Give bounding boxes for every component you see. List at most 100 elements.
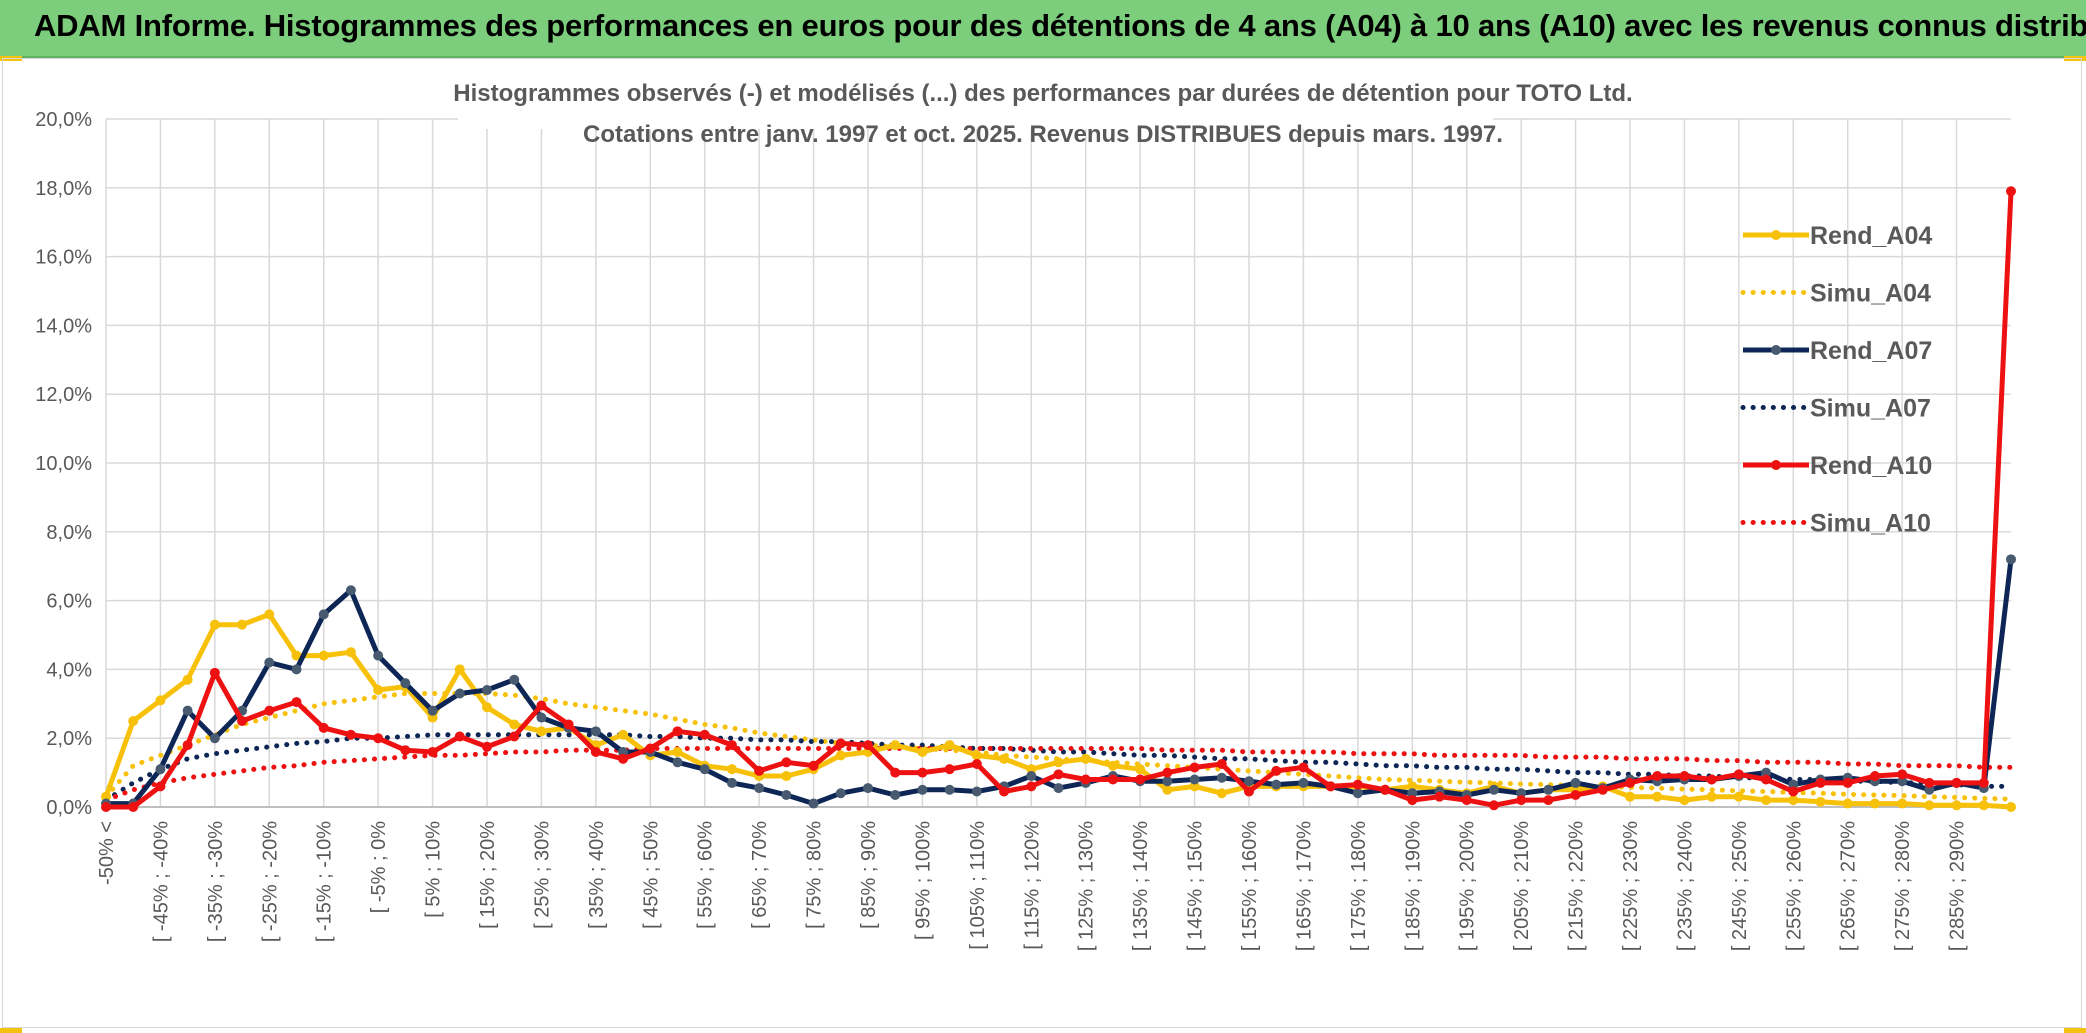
data-point-rend-a10 bbox=[1053, 769, 1064, 780]
data-point-rend-a04 bbox=[427, 712, 438, 723]
data-point-rend-a10 bbox=[128, 802, 139, 812]
data-point-rend-a04 bbox=[999, 753, 1010, 764]
data-point-rend-a07 bbox=[400, 678, 411, 689]
data-point-rend-a07 bbox=[835, 788, 846, 799]
data-point-rend-a10 bbox=[2006, 186, 2016, 197]
x-tick-label: [ 185% ; 190% bbox=[1402, 821, 1424, 951]
data-point-rend-a10 bbox=[1543, 795, 1554, 806]
data-point-rend-a04 bbox=[373, 685, 384, 696]
data-point-rend-a10 bbox=[645, 743, 656, 754]
x-tick-label: [ 145% ; 150% bbox=[1185, 821, 1207, 951]
data-point-rend-a04 bbox=[1869, 798, 1880, 809]
data-point-rend-a10 bbox=[808, 760, 819, 771]
data-point-rend-a07 bbox=[345, 585, 356, 596]
x-tick-label: [ 165% ; 170% bbox=[1293, 821, 1315, 951]
data-point-rend-a10 bbox=[1135, 774, 1146, 785]
data-point-rend-a10 bbox=[1271, 765, 1282, 776]
x-tick-label: [ 155% ; 160% bbox=[1239, 821, 1261, 951]
data-point-rend-a10 bbox=[291, 697, 302, 708]
data-point-rend-a10 bbox=[1325, 781, 1336, 792]
y-tick-label: 6,0% bbox=[46, 591, 92, 613]
data-point-rend-a04 bbox=[1951, 800, 1962, 811]
data-point-rend-a04 bbox=[1815, 796, 1826, 807]
data-point-rend-a04 bbox=[101, 791, 111, 802]
x-tick-label: [ 125% ; 130% bbox=[1076, 821, 1098, 951]
data-point-rend-a04 bbox=[318, 650, 329, 661]
y-tick-label: 16,0% bbox=[35, 247, 92, 269]
data-point-rend-a04 bbox=[1107, 760, 1118, 771]
data-point-rend-a10 bbox=[400, 745, 411, 756]
data-point-rend-a10 bbox=[835, 738, 846, 749]
x-tick-label: [ 195% ; 200% bbox=[1457, 821, 1479, 951]
data-point-rend-a07 bbox=[1244, 776, 1254, 787]
data-point-rend-a10 bbox=[1407, 795, 1418, 806]
x-tick-label: [ 255% ; 260% bbox=[1783, 821, 1805, 951]
x-tick-label: [ 235% ; 240% bbox=[1674, 821, 1696, 951]
data-point-rend-a10 bbox=[672, 726, 683, 737]
data-point-rend-a10 bbox=[1162, 767, 1173, 778]
data-point-rend-a10 bbox=[999, 786, 1010, 797]
y-axis: 0,0% 2,0% 4,0% 6,0% 8,0% 10,0% 12,0% 14,0% 16,0%… bbox=[35, 109, 92, 819]
data-point-rend-a10 bbox=[1189, 762, 1200, 773]
data-point-rend-a10 bbox=[155, 781, 166, 792]
data-point-rend-a04 bbox=[1026, 764, 1037, 775]
data-point-rend-a07 bbox=[1162, 776, 1173, 787]
data-point-rend-a04 bbox=[237, 619, 248, 630]
data-point-rend-a04 bbox=[1761, 795, 1772, 806]
x-tick-label: -50% < bbox=[96, 821, 118, 885]
y-tick-label: 8,0% bbox=[46, 522, 92, 544]
data-point-rend-a10 bbox=[182, 740, 193, 751]
data-point-rend-a04 bbox=[1407, 781, 1418, 792]
data-point-rend-a07 bbox=[1924, 784, 1935, 795]
data-point-rend-a10 bbox=[1706, 774, 1717, 785]
legend-label-rend-a10: Rend_A10 bbox=[1810, 452, 1932, 480]
x-tick-label: [ 285% ; 290% bbox=[1947, 821, 1969, 951]
data-point-rend-a10 bbox=[318, 722, 329, 733]
data-point-rend-a10 bbox=[536, 700, 547, 711]
data-point-rend-a10 bbox=[264, 705, 275, 716]
legend: Rend_A04 Simu_A04 Rend_A07 Simu_A07 Rend_A10… bbox=[1740, 222, 1932, 538]
series-group bbox=[101, 186, 2016, 812]
data-point-rend-a07 bbox=[971, 786, 982, 797]
x-tick-label: [ 45% ; 50% bbox=[640, 821, 662, 929]
data-point-rend-a10 bbox=[1761, 774, 1772, 785]
data-point-rend-a04 bbox=[672, 746, 683, 757]
data-point-rend-a07 bbox=[1407, 788, 1418, 799]
page-title: ADAM Informe. Histogrammes des performan… bbox=[34, 8, 2086, 43]
data-point-rend-a07 bbox=[590, 726, 601, 737]
x-tick-label: [ 205% ; 210% bbox=[1511, 821, 1533, 951]
x-tick-label: [ 115% ; 120% bbox=[1021, 821, 1043, 950]
data-point-rend-a10 bbox=[1488, 800, 1499, 811]
data-point-rend-a04 bbox=[1135, 764, 1146, 775]
data-point-rend-a10 bbox=[101, 802, 111, 812]
header-bar: ADAM Informe. Histogrammes des performan… bbox=[0, 0, 2086, 58]
data-point-rend-a10 bbox=[1869, 771, 1880, 782]
data-point-rend-a04 bbox=[209, 619, 220, 630]
chart-title-line-2: Cotations entre janv. 1997 et oct. 2025.… bbox=[583, 121, 1503, 148]
y-tick-label: 2,0% bbox=[46, 728, 92, 750]
data-point-rend-a04 bbox=[1080, 753, 1091, 764]
y-tick-label: 18,0% bbox=[35, 178, 92, 200]
data-point-rend-a10 bbox=[590, 746, 601, 757]
data-point-rend-a04 bbox=[835, 750, 846, 761]
data-point-rend-a10 bbox=[944, 764, 955, 775]
legend-label-simu-a04: Simu_A04 bbox=[1810, 280, 1931, 308]
x-tick-label: [ 245% ; 250% bbox=[1729, 821, 1751, 951]
data-point-rend-a10 bbox=[1842, 777, 1853, 788]
x-tick-label: [ 225% ; 230% bbox=[1620, 821, 1642, 951]
data-point-rend-a04 bbox=[1162, 784, 1173, 795]
x-tick-label: [ 95% ; 100% bbox=[912, 821, 934, 940]
x-tick-label: [ 75% ; 80% bbox=[804, 821, 826, 929]
data-point-rend-a04 bbox=[482, 702, 492, 713]
data-point-rend-a10 bbox=[1244, 786, 1254, 797]
x-tick-label: [ 215% ; 220% bbox=[1566, 821, 1588, 951]
x-tick-label: [ -5% ; 0% bbox=[368, 821, 390, 913]
data-point-rend-a07 bbox=[1761, 767, 1772, 778]
data-point-rend-a07 bbox=[863, 783, 873, 794]
x-tick-label: [ 55% ; 60% bbox=[695, 821, 717, 929]
legend-marker-rend-a10 bbox=[1771, 460, 1781, 470]
data-point-rend-a04 bbox=[1842, 798, 1853, 809]
data-point-rend-a04 bbox=[1216, 788, 1227, 799]
chart-area: 0,0% 2,0% 4,0% 6,0% 8,0% 10,0% 12,0% 14,0% 16,0%… bbox=[2, 58, 2082, 1028]
x-tick-label: [ 65% ; 70% bbox=[749, 821, 771, 929]
